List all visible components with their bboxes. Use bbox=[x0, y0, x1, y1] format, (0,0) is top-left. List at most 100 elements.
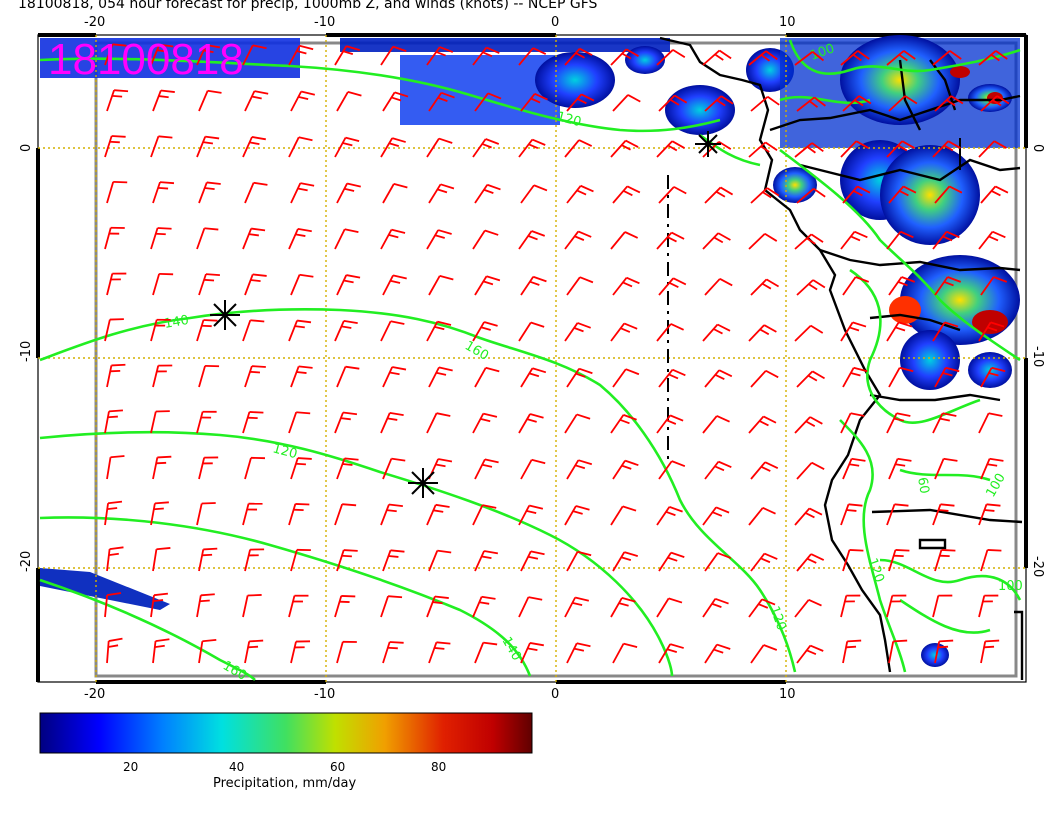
wind-barb bbox=[978, 230, 1006, 250]
wind-barb bbox=[566, 550, 592, 572]
wind-barb bbox=[794, 142, 824, 158]
wind-barb bbox=[198, 89, 222, 112]
wind-barb bbox=[612, 642, 638, 664]
lat-tick-label: -20 bbox=[19, 551, 34, 572]
wind-barb bbox=[242, 594, 262, 618]
wind-barb bbox=[794, 507, 823, 526]
wind-barb bbox=[242, 319, 265, 342]
wind-barb bbox=[702, 597, 729, 618]
wind-barb bbox=[564, 322, 591, 342]
wind-barb bbox=[656, 49, 686, 66]
wind-barb bbox=[702, 49, 732, 66]
wind-barb bbox=[612, 185, 641, 204]
wind-barb bbox=[198, 181, 221, 204]
wind-barb bbox=[152, 181, 175, 204]
wind-barb bbox=[794, 233, 824, 250]
wind-barb bbox=[290, 90, 316, 112]
wind-barb bbox=[152, 364, 173, 388]
wind-barb bbox=[934, 366, 960, 388]
wind-barb bbox=[426, 229, 452, 250]
wind-barb bbox=[472, 138, 500, 158]
lon-tick-label: 10 bbox=[779, 15, 796, 30]
lat-tick-label: -10 bbox=[19, 341, 34, 362]
wind-barb bbox=[288, 594, 309, 618]
wind-barb bbox=[290, 273, 314, 296]
wind-barb bbox=[150, 410, 170, 434]
wind-barb bbox=[288, 411, 311, 434]
lon-labels-top: -20 -10 0 10 bbox=[84, 15, 796, 30]
wind-barb bbox=[336, 274, 361, 296]
wind-barb bbox=[520, 275, 547, 296]
wind-barb bbox=[888, 185, 917, 204]
wind-barb bbox=[474, 275, 501, 296]
lon-tick-label: 0 bbox=[551, 687, 559, 702]
wind-barb bbox=[290, 457, 312, 480]
wind-barb bbox=[610, 231, 639, 250]
wind-barb bbox=[334, 45, 361, 66]
wind-barb bbox=[106, 363, 126, 388]
wind-barb bbox=[932, 140, 961, 158]
wind-barb bbox=[196, 502, 216, 526]
wind-barb bbox=[472, 504, 497, 526]
wind-barb bbox=[564, 505, 590, 526]
wind-barb bbox=[334, 503, 357, 526]
wind-barb bbox=[288, 319, 312, 342]
wind-barb bbox=[150, 592, 168, 618]
wind-barb bbox=[106, 89, 129, 112]
date-stamp: 18100818 bbox=[48, 35, 244, 84]
wind-barb bbox=[104, 318, 124, 342]
wind-barb bbox=[198, 638, 217, 664]
wind-barb bbox=[748, 232, 778, 250]
wind-barb bbox=[472, 595, 496, 618]
wind-barb bbox=[242, 44, 267, 66]
wind-barb bbox=[794, 598, 822, 618]
wind-barb bbox=[842, 366, 868, 388]
contour-label: 120 bbox=[555, 109, 583, 130]
wind-barb bbox=[610, 139, 639, 158]
wind-barb bbox=[288, 136, 313, 158]
wind-barb bbox=[796, 644, 824, 664]
wind-barb bbox=[520, 92, 548, 112]
wind-barb bbox=[106, 455, 125, 480]
wind-barb bbox=[150, 135, 173, 158]
wind-barb bbox=[564, 47, 593, 66]
lon-tick-label: -20 bbox=[84, 15, 105, 30]
wind-barb bbox=[842, 95, 872, 112]
colorbar bbox=[39, 712, 533, 754]
wind-barb bbox=[152, 547, 171, 572]
wind-barb bbox=[658, 643, 684, 664]
wind-barb bbox=[518, 413, 544, 434]
wind-barb bbox=[334, 228, 359, 250]
wind-barb bbox=[242, 502, 263, 526]
wind-barb bbox=[564, 139, 593, 158]
wind-barb bbox=[840, 140, 869, 158]
wind-barb bbox=[658, 186, 687, 204]
wind-barb bbox=[244, 273, 267, 296]
wind-barb bbox=[978, 594, 999, 618]
colorbar-tick: 60 bbox=[330, 760, 346, 774]
wind-barb bbox=[932, 50, 962, 66]
wind-barb bbox=[518, 596, 543, 618]
wind-barb bbox=[932, 594, 953, 618]
map-title: 18100818, 054 hour forecast for precip, … bbox=[18, 0, 598, 12]
wind-barb bbox=[426, 412, 451, 434]
center-marker bbox=[695, 131, 721, 157]
wind-barb bbox=[290, 548, 311, 572]
wind-barb bbox=[426, 503, 450, 526]
wind-barb bbox=[288, 503, 310, 526]
lon-tick-label: 10 bbox=[779, 687, 796, 702]
wind-barb bbox=[934, 276, 962, 296]
contour-label: 100 bbox=[998, 579, 1023, 594]
wind-barb bbox=[610, 505, 637, 526]
wind-barb bbox=[750, 644, 778, 664]
colorbar-tick: 40 bbox=[229, 760, 245, 774]
wind-barb bbox=[380, 228, 406, 250]
wind-barb bbox=[656, 597, 683, 618]
wind-barb bbox=[334, 411, 358, 434]
wind-barb bbox=[382, 274, 407, 296]
wind-barb bbox=[336, 365, 360, 388]
wind-barb bbox=[656, 140, 685, 158]
wind-barb bbox=[152, 455, 172, 480]
lat-labels-right: 0 -10 -20 bbox=[1030, 144, 1045, 577]
wind-barb bbox=[382, 641, 404, 664]
